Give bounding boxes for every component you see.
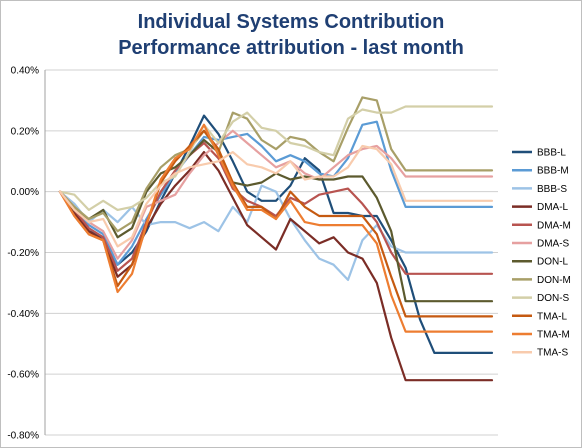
- chart-subtitle: Performance attribution - last month: [118, 37, 464, 59]
- y-tick-label: -0.60%: [7, 370, 39, 381]
- series-line-bbb-l: [58, 114, 494, 354]
- axis-layer: 0.40% 0.20% 0.00% -0.20% -0.40% -0.60% -0.80%: [7, 66, 46, 442]
- legend-item-tma-l: TMA-L: [512, 311, 567, 322]
- y-tick-label: -0.40%: [7, 309, 39, 320]
- y-tick-label: 0.40%: [11, 66, 39, 77]
- legend-label: DON-S: [537, 293, 570, 304]
- y-tick-label: 0.00%: [11, 187, 39, 198]
- series-line-don-m: [58, 96, 494, 233]
- y-tick-label: -0.80%: [7, 431, 39, 442]
- series-line-bbb-m: [58, 120, 494, 266]
- legend-item-tma-s: TMA-S: [512, 348, 568, 359]
- series-line-don-s: [58, 105, 494, 211]
- legend-item-don-m: DON-M: [512, 275, 571, 286]
- legend-label: DON-L: [537, 257, 569, 268]
- legend-item-dma-s: DMA-S: [512, 239, 570, 250]
- y-tick-label: -0.20%: [7, 248, 39, 259]
- legend-label: DMA-L: [537, 202, 569, 213]
- series-line-tma-s: [58, 144, 494, 248]
- legend-label: BBB-S: [537, 184, 567, 195]
- series-line-dma-s: [58, 129, 494, 260]
- legend-label: DMA-S: [537, 239, 570, 250]
- legend-label: TMA-S: [537, 348, 568, 359]
- series-layer: [58, 96, 494, 382]
- legend: BBB-L BBB-M BBB-S DMA-L DMA-M DMA-S DON-L DON-M…: [512, 148, 571, 359]
- legend-label: DMA-M: [537, 220, 571, 231]
- chart-title: Individual Systems Contribution: [138, 11, 445, 33]
- y-tick-label: 0.20%: [11, 126, 39, 137]
- legend-label: BBB-M: [537, 166, 569, 177]
- legend-item-don-l: DON-L: [512, 257, 569, 268]
- legend-label: TMA-M: [537, 330, 570, 341]
- legend-item-bbb-l: BBB-L: [512, 148, 566, 159]
- legend-label: DON-M: [537, 275, 571, 286]
- series-line-dma-m: [58, 141, 494, 275]
- series-line-tma-m: [58, 123, 494, 333]
- legend-item-tma-m: TMA-M: [512, 330, 570, 341]
- legend-item-bbb-s: BBB-S: [512, 184, 567, 195]
- legend-label: BBB-L: [537, 148, 566, 159]
- legend-item-don-s: DON-S: [512, 293, 570, 304]
- grid-layer: [45, 69, 498, 436]
- legend-item-dma-l: DMA-L: [512, 202, 569, 213]
- legend-label: TMA-L: [537, 311, 567, 322]
- legend-item-bbb-m: BBB-M: [512, 166, 569, 177]
- legend-item-dma-m: DMA-M: [512, 220, 571, 231]
